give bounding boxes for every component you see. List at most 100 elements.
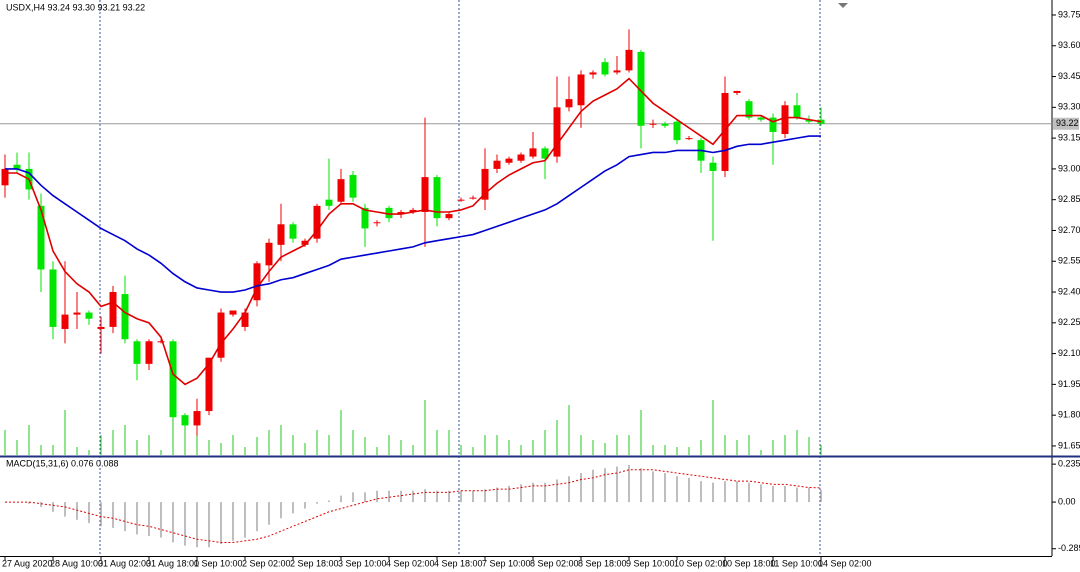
candle-body — [169, 341, 177, 418]
y-tick-label: 93.00 — [1058, 163, 1080, 173]
macd-title: MACD(15,31,6) 0.076 0.088 — [6, 458, 119, 468]
y-tick-label: 92.85 — [1058, 194, 1080, 204]
x-tick-label: 2 Sep 18:00 — [290, 558, 339, 568]
candle-body — [361, 207, 369, 229]
candle-body — [613, 70, 621, 73]
y-tick-label: 93.45 — [1058, 71, 1080, 81]
candle-body — [301, 240, 309, 245]
candle-body — [289, 224, 297, 239]
current-price-box — [1053, 117, 1079, 130]
moving-average — [5, 135, 821, 293]
chart-title: USDX,H4 93.24 93.30 93.21 93.22 — [6, 2, 145, 12]
x-tick-label: 11 Sep 10:00 — [770, 558, 823, 568]
x-tick-label: 3 Sep 10:00 — [338, 558, 387, 568]
candle-body — [97, 326, 105, 329]
candle-body — [505, 158, 513, 163]
y-tick-label: 92.40 — [1058, 286, 1080, 296]
y-tick-label: 91.80 — [1058, 410, 1080, 420]
x-tick-label: 28 Aug 10:00 — [50, 558, 103, 568]
x-tick-label: 1 Sep 10:00 — [194, 558, 243, 568]
candle-body — [445, 214, 453, 219]
candle-body — [133, 341, 141, 364]
candle-body — [49, 269, 57, 327]
candle-body — [733, 90, 741, 93]
candle-body — [529, 148, 537, 157]
candle-body — [397, 211, 405, 215]
moving-average — [5, 77, 822, 386]
y-tick-label: 93.15 — [1058, 132, 1080, 142]
candle-body — [781, 105, 789, 135]
candle-body — [325, 199, 333, 206]
candle-body — [577, 74, 585, 106]
candle-body — [553, 107, 561, 157]
x-tick-label: 14 Sep 02:00 — [818, 558, 872, 568]
x-tick-label: 9 Sep 10:00 — [626, 558, 675, 568]
candle-body — [421, 177, 429, 212]
candle-body — [757, 117, 765, 120]
candle-body — [217, 312, 225, 358]
candle-body — [481, 168, 489, 200]
candle-body — [457, 199, 465, 201]
candle-body — [625, 49, 633, 71]
x-tick-label: 4 Sep 18:00 — [434, 558, 483, 568]
candle-body — [541, 148, 549, 159]
x-tick-label: 10 Sep 02:00 — [674, 558, 728, 568]
candle-body — [157, 341, 165, 343]
x-tick-label: 27 Aug 2020 — [2, 558, 53, 568]
candle-body — [85, 312, 93, 319]
y-tick-label: 93.30 — [1058, 102, 1080, 112]
candle-body — [409, 209, 417, 212]
candle-body — [337, 179, 345, 202]
candle-body — [13, 164, 21, 169]
current-price-label: 93.22 — [1056, 118, 1079, 128]
candle-body — [349, 175, 357, 198]
candle-body — [37, 205, 45, 270]
candle-body — [661, 123, 669, 126]
candle-body — [601, 62, 609, 75]
shift-marker — [838, 3, 848, 8]
candle-body — [589, 72, 597, 75]
candle-body — [637, 51, 645, 126]
y-tick-label: 91.65 — [1058, 440, 1080, 450]
candle-body — [229, 310, 237, 315]
candle-body — [109, 292, 117, 327]
x-tick-label: 4 Sep 02:00 — [386, 558, 435, 568]
candle-body — [649, 123, 657, 125]
candle-body — [373, 222, 381, 224]
y-tick-label: 91.95 — [1058, 379, 1080, 389]
x-tick-label: 10 Sep 18:00 — [722, 558, 776, 568]
y-tick-label: 92.10 — [1058, 348, 1080, 358]
candle-body — [265, 242, 273, 266]
candle-body — [469, 197, 477, 199]
candle-body — [517, 154, 525, 161]
macd-y-tick-label: -0.289 — [1058, 543, 1080, 553]
candle-body — [685, 138, 693, 140]
x-tick-label: 31 Aug 18:00 — [146, 558, 199, 568]
candle-body — [61, 314, 69, 329]
candle-body — [253, 263, 261, 301]
y-tick-label: 92.70 — [1058, 225, 1080, 235]
candle-body — [181, 415, 189, 426]
candle-body — [313, 205, 321, 239]
candle-body — [769, 117, 777, 132]
candle-body — [805, 119, 813, 122]
candle-body — [277, 224, 285, 245]
candle-body — [193, 411, 201, 426]
y-tick-label: 93.60 — [1058, 40, 1080, 50]
candle-body — [385, 207, 393, 219]
candle-body — [433, 177, 441, 219]
candle-body — [241, 312, 249, 327]
y-tick-label: 92.55 — [1058, 256, 1080, 266]
candle-body — [721, 92, 729, 171]
candle-body — [673, 121, 681, 141]
macd-y-tick-label: 0.00 — [1058, 496, 1076, 506]
x-tick-label: 2 Sep 02:00 — [242, 558, 291, 568]
candle-body — [709, 162, 717, 171]
candle-body — [493, 160, 501, 169]
x-tick-label: 8 Sep 02:00 — [530, 558, 579, 568]
candle-body — [1, 168, 9, 186]
plot — [0, 29, 1052, 548]
x-tick-label: 8 Sep 18:00 — [578, 558, 627, 568]
